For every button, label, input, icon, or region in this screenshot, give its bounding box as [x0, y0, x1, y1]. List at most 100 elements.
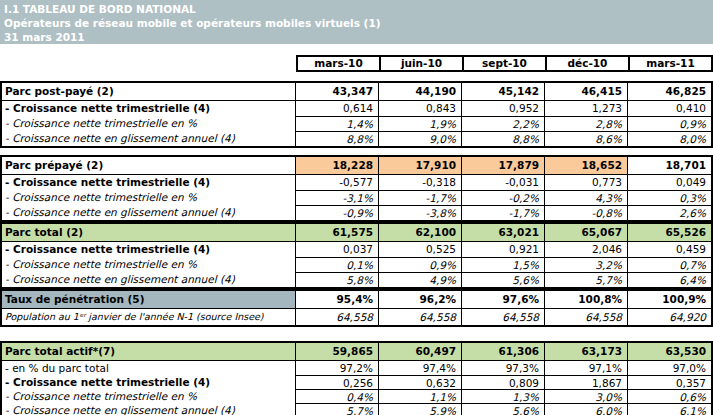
data-cell: 0,9%	[379, 257, 462, 272]
data-cell: 97,0%	[628, 361, 711, 375]
data-cell: 8,0%	[628, 131, 711, 146]
data-cell: 43,347	[296, 83, 379, 100]
row-label: - Croissance nette trimestrielle (4)	[2, 101, 296, 116]
section-parc-total-actif: Parc total actif*(7) 59,865 60,497 61,30…	[0, 341, 713, 415]
row-croissance-trimestrielle-pct: - Croissance nette trimestrielle en % 1,…	[2, 116, 711, 131]
data-cell: 3,2%	[545, 257, 628, 272]
row-label: - Croissance nette en glissement annuel …	[2, 131, 296, 146]
data-cell: 0,952	[462, 101, 545, 116]
row-label: Parc total (2)	[2, 224, 296, 241]
column-header-sept-10: sept-10	[462, 55, 547, 72]
row-label: - Croissance nette trimestrielle (4)	[2, 242, 296, 257]
data-cell: -0,9%	[296, 205, 379, 220]
data-cell: 0,632	[379, 375, 462, 389]
row-label: - Croissance nette trimestrielle en %	[2, 116, 296, 131]
data-cell: 6,4%	[628, 272, 711, 287]
data-cell: 60,497	[379, 343, 462, 360]
data-cell: 4,3%	[545, 190, 628, 205]
row-label: - Croissance nette trimestrielle en %	[2, 389, 296, 403]
data-cell: 8,6%	[545, 131, 628, 146]
data-cell: 0,7%	[628, 257, 711, 272]
data-cell: 18,228	[296, 157, 379, 174]
data-cell: 1,3%	[462, 389, 545, 403]
row-croissance-trimestrielle-pct: - Croissance nette trimestrielle en % -3…	[2, 190, 711, 205]
data-cell: 5,8%	[296, 272, 379, 287]
section-parc-prepaye: Parc prépayé (2) 18,228 17,910 17,879 18…	[0, 155, 713, 222]
data-cell: 0,3%	[628, 190, 711, 205]
data-cell: 0,459	[628, 242, 711, 257]
data-cell: 2,2%	[462, 116, 545, 131]
data-cell: 0,921	[462, 242, 545, 257]
row-population: Population au 1ᵉʳ janvier de l'année N-1…	[2, 309, 711, 325]
row-label: - Croissance nette trimestrielle en %	[2, 190, 296, 205]
data-cell: 6,0%	[545, 403, 628, 415]
data-cell: 64,558	[462, 309, 545, 325]
row-croissance-glissement-annuel: - Croissance nette en glissement annuel …	[2, 272, 711, 287]
data-cell: 63,530	[628, 343, 711, 360]
data-cell: 9,0%	[379, 131, 462, 146]
data-cell: 61,306	[462, 343, 545, 360]
data-cell: 63,021	[462, 224, 545, 241]
data-cell: 97,2%	[296, 361, 379, 375]
banner-line-3: 31 mars 2011	[4, 30, 713, 44]
data-cell: 100,8%	[545, 291, 628, 308]
data-cell: 64,558	[296, 309, 379, 325]
row-label: - Croissance nette en glissement annuel …	[2, 205, 296, 220]
row-parc-total-actif: Parc total actif*(7) 59,865 60,497 61,30…	[2, 343, 711, 361]
data-cell: 17,879	[462, 157, 545, 174]
section-parc-post-paye: Parc post-payé (2) 43,347 44,190 45,142 …	[0, 81, 713, 148]
row-croissance-trimestrielle: - Croissance nette trimestrielle (4) -0,…	[2, 175, 711, 190]
data-cell: 17,910	[379, 157, 462, 174]
data-cell: 97,1%	[545, 361, 628, 375]
banner-line-1: I.1 TABLEAU DE BORD NATIONAL	[4, 2, 713, 16]
data-cell: -3,1%	[296, 190, 379, 205]
row-label: Taux de pénétration (5)	[2, 291, 296, 308]
data-cell: 0,357	[628, 375, 711, 389]
data-cell: 45,142	[462, 83, 545, 100]
row-pct-parc-total: - en % du parc total 97,2% 97,4% 97,3% 9…	[2, 361, 711, 375]
row-taux-penetration: Taux de pénétration (5) 95,4% 96,2% 97,6…	[2, 291, 711, 309]
section-taux-penetration: Taux de pénétration (5) 95,4% 96,2% 97,6…	[0, 289, 713, 327]
row-croissance-trimestrielle: - Croissance nette trimestrielle (4) 0,6…	[2, 101, 711, 116]
title-banner: I.1 TABLEAU DE BORD NATIONAL Opérateurs …	[0, 0, 713, 44]
data-cell: 95,4%	[296, 291, 379, 308]
data-cell: 1,273	[545, 101, 628, 116]
column-header-mars-11: mars-11	[628, 55, 713, 72]
data-cell: 64,558	[545, 309, 628, 325]
data-cell: 8,8%	[462, 131, 545, 146]
data-cell: 0,256	[296, 375, 379, 389]
data-cell: 4,9%	[379, 272, 462, 287]
data-cell: 62,100	[379, 224, 462, 241]
data-cell: 0,6%	[628, 389, 711, 403]
data-cell: 1,1%	[379, 389, 462, 403]
row-croissance-trimestrielle: - Croissance nette trimestrielle (4) 0,0…	[2, 242, 711, 257]
data-cell: -0,577	[296, 175, 379, 190]
column-header-dec-10: déc-10	[545, 55, 630, 72]
data-cell: 0,525	[379, 242, 462, 257]
data-cell: 0,809	[462, 375, 545, 389]
row-label: Parc prépayé (2)	[2, 157, 296, 174]
row-parc-post-paye: Parc post-payé (2) 43,347 44,190 45,142 …	[2, 83, 711, 101]
row-croissance-trimestrielle-pct: - Croissance nette trimestrielle en % 0,…	[2, 389, 711, 403]
data-cell: 18,701	[628, 157, 711, 174]
data-cell: 0,773	[545, 175, 628, 190]
data-cell: 1,867	[545, 375, 628, 389]
data-cell: 5,6%	[462, 403, 545, 415]
data-cell: 65,526	[628, 224, 711, 241]
row-croissance-trimestrielle-pct: - Croissance nette trimestrielle en % 0,…	[2, 257, 711, 272]
data-cell: 65,067	[545, 224, 628, 241]
data-cell: 0,614	[296, 101, 379, 116]
data-cell: 1,9%	[379, 116, 462, 131]
data-cell: -0,031	[462, 175, 545, 190]
row-croissance-glissement-annuel: - Croissance nette en glissement annuel …	[2, 131, 711, 146]
data-cell: 97,4%	[379, 361, 462, 375]
row-label: Parc post-payé (2)	[2, 83, 296, 100]
data-cell: 0,4%	[296, 389, 379, 403]
data-cell: 6,1%	[628, 403, 711, 415]
data-cell: 5,9%	[379, 403, 462, 415]
row-croissance-glissement-annuel: - Croissance nette en glissement annuel …	[2, 205, 711, 220]
data-cell: 100,9%	[628, 291, 711, 308]
row-parc-total: Parc total (2) 61,575 62,100 63,021 65,0…	[2, 224, 711, 242]
data-cell: 3,0%	[545, 389, 628, 403]
data-cell: 18,652	[545, 157, 628, 174]
